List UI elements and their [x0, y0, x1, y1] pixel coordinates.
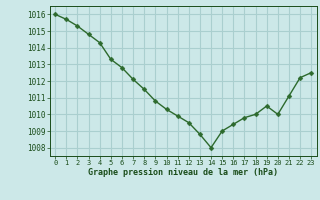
X-axis label: Graphe pression niveau de la mer (hPa): Graphe pression niveau de la mer (hPa)	[88, 168, 278, 177]
